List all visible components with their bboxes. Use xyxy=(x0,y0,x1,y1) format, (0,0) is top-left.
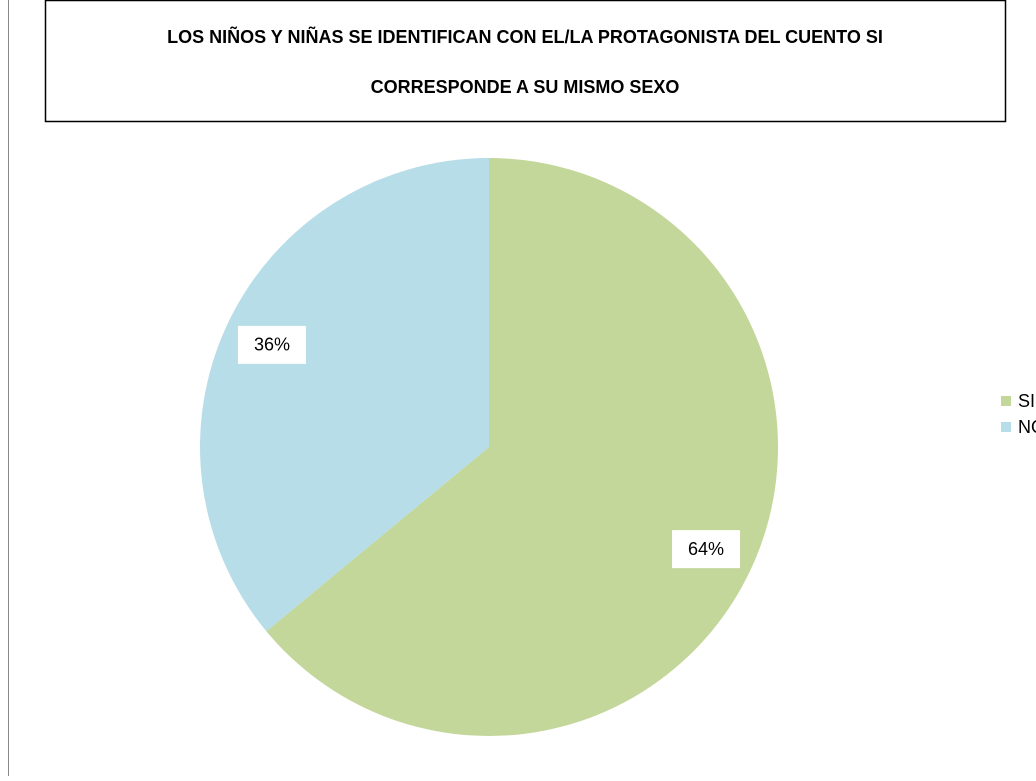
legend-label: SI xyxy=(1018,391,1035,411)
title-box xyxy=(44,0,1007,123)
legend-swatch xyxy=(1001,396,1011,406)
chart-title: LOS NIÑOS Y NIÑAS SE IDENTIFICAN CON EL/… xyxy=(167,26,883,47)
legend-label: NO xyxy=(1018,417,1036,437)
data-label: 36% xyxy=(254,335,290,355)
pie-slice xyxy=(199,158,489,632)
data-label: 64% xyxy=(688,539,724,559)
data-label-box xyxy=(672,530,741,569)
data-label-box xyxy=(237,325,306,364)
legend-swatch xyxy=(1001,422,1011,432)
pie-slice xyxy=(266,158,778,736)
chart-title: CORRESPONDE A SU MISMO SEXO xyxy=(371,77,680,97)
